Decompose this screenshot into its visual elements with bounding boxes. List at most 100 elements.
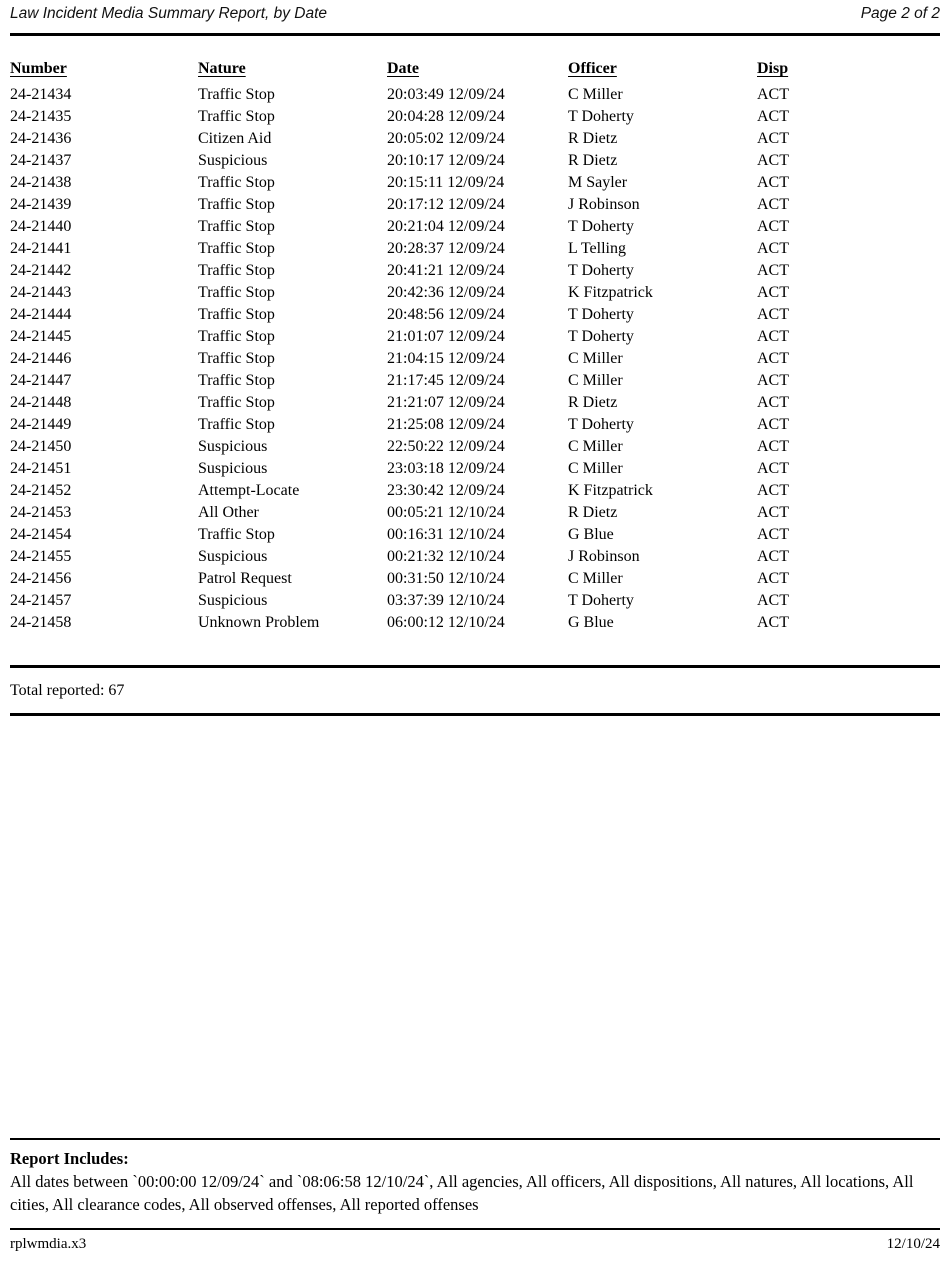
cell-disp: ACT: [757, 86, 789, 103]
cell-disp: ACT: [757, 196, 789, 213]
cell-date: 22:50:22 12/09/24: [387, 438, 505, 455]
table-row: 24-21447 Traffic Stop 21:17:45 12/09/24 C M…: [10, 370, 940, 392]
cell-date: 21:17:45 12/09/24: [387, 372, 505, 389]
summary-bottom-divider: [10, 713, 940, 716]
incident-rows: 24-21434 Traffic Stop 20:03:49 12/09/24 C M…: [10, 84, 940, 634]
cell-number: 24-21445: [10, 328, 72, 345]
cell-officer: T Doherty: [568, 218, 634, 235]
cell-disp: ACT: [757, 438, 789, 455]
cell-officer: J Robinson: [568, 548, 640, 565]
table-row: 24-21448 Traffic Stop 21:21:07 12/09/24 R D…: [10, 392, 940, 414]
cell-date: 20:48:56 12/09/24: [387, 306, 505, 323]
cell-date: 00:31:50 12/10/24: [387, 570, 505, 587]
cell-date: 00:05:21 12/10/24: [387, 504, 505, 521]
cell-date: 03:37:39 12/10/24: [387, 592, 505, 609]
table-row: 24-21456 Patrol Request 00:31:50 12/10/24 C…: [10, 568, 940, 590]
table-row: 24-21446 Traffic Stop 21:04:15 12/09/24 C M…: [10, 348, 940, 370]
cell-officer: T Doherty: [568, 592, 634, 609]
cell-nature: Suspicious: [198, 548, 268, 565]
cell-date: 20:05:02 12/09/24: [387, 130, 505, 147]
cell-disp: ACT: [757, 108, 789, 125]
cell-disp: ACT: [757, 526, 789, 543]
cell-nature: Suspicious: [198, 438, 268, 455]
cell-number: 24-21437: [10, 152, 72, 169]
cell-officer: C Miller: [568, 372, 623, 389]
cell-officer: C Miller: [568, 438, 623, 455]
table-row: 24-21440 Traffic Stop 20:21:04 12/09/24 T D…: [10, 216, 940, 238]
column-header-nature: Nature: [198, 60, 246, 77]
header-divider: [10, 33, 940, 36]
cell-officer: T Doherty: [568, 262, 634, 279]
table-row: 24-21434 Traffic Stop 20:03:49 12/09/24 C M…: [10, 84, 940, 106]
cell-date: 20:03:49 12/09/24: [387, 86, 505, 103]
cell-nature: Traffic Stop: [198, 86, 275, 103]
cell-date: 23:30:42 12/09/24: [387, 482, 505, 499]
cell-officer: M Sayler: [568, 174, 628, 191]
cell-date: 20:15:11 12/09/24: [387, 174, 505, 191]
table-row: 24-21445 Traffic Stop 21:01:07 12/09/24 T D…: [10, 326, 940, 348]
table-row: 24-21443 Traffic Stop 20:42:36 12/09/24 K F…: [10, 282, 940, 304]
total-reported-value: 67: [108, 682, 125, 699]
cell-officer: L Telling: [568, 240, 626, 257]
column-header-number: Number: [10, 60, 67, 77]
cell-number: 24-21434: [10, 86, 72, 103]
table-row: 24-21444 Traffic Stop 20:48:56 12/09/24 T D…: [10, 304, 940, 326]
table-row: 24-21453 All Other 00:05:21 12/10/24 R Diet…: [10, 502, 940, 524]
page-indicator: Page 2 of 2: [860, 5, 940, 22]
table-row: 24-21454 Traffic Stop 00:16:31 12/10/24 G B…: [10, 524, 940, 546]
cell-officer: T Doherty: [568, 416, 634, 433]
cell-number: 24-21443: [10, 284, 72, 301]
cell-disp: ACT: [757, 482, 789, 499]
cell-officer: R Dietz: [568, 394, 618, 411]
cell-nature: All Other: [198, 504, 259, 521]
cell-officer: T Doherty: [568, 328, 634, 345]
cell-nature: Traffic Stop: [198, 394, 275, 411]
cell-number: 24-21449: [10, 416, 72, 433]
cell-date: 23:03:18 12/09/24: [387, 460, 505, 477]
cell-officer: R Dietz: [568, 504, 618, 521]
cell-number: 24-21446: [10, 350, 72, 367]
cell-date: 20:41:21 12/09/24: [387, 262, 505, 279]
cell-officer: C Miller: [568, 86, 623, 103]
table-row: 24-21442 Traffic Stop 20:41:21 12/09/24 T D…: [10, 260, 940, 282]
cell-officer: T Doherty: [568, 108, 634, 125]
cell-number: 24-21435: [10, 108, 72, 125]
cell-number: 24-21442: [10, 262, 72, 279]
cell-date: 20:28:37 12/09/24: [387, 240, 505, 257]
cell-nature: Traffic Stop: [198, 284, 275, 301]
cell-date: 20:21:04 12/09/24: [387, 218, 505, 235]
cell-number: 24-21441: [10, 240, 72, 257]
cell-number: 24-21440: [10, 218, 72, 235]
column-header-date: Date: [387, 60, 419, 77]
cell-disp: ACT: [757, 130, 789, 147]
table-row: 24-21450 Suspicious 22:50:22 12/09/24 C Mil…: [10, 436, 940, 458]
cell-officer: C Miller: [568, 570, 623, 587]
cell-number: 24-21450: [10, 438, 72, 455]
cell-date: 00:16:31 12/10/24: [387, 526, 505, 543]
cell-disp: ACT: [757, 548, 789, 565]
cell-date: 00:21:32 12/10/24: [387, 548, 505, 565]
cell-nature: Traffic Stop: [198, 240, 275, 257]
cell-nature: Traffic Stop: [198, 328, 275, 345]
cell-nature: Traffic Stop: [198, 306, 275, 323]
cell-nature: Citizen Aid: [198, 130, 272, 147]
cell-officer: T Doherty: [568, 306, 634, 323]
table-row: 24-21436 Citizen Aid 20:05:02 12/09/24 R Di…: [10, 128, 940, 150]
cell-date: 21:21:07 12/09/24: [387, 394, 505, 411]
table-bottom-divider: [10, 665, 940, 668]
table-row: 24-21439 Traffic Stop 20:17:12 12/09/24 J R…: [10, 194, 940, 216]
cell-officer: K Fitzpatrick: [568, 482, 653, 499]
total-reported-line: Total reported: 67: [10, 680, 940, 702]
cell-officer: G Blue: [568, 526, 614, 543]
cell-number: 24-21455: [10, 548, 72, 565]
table-row: 24-21435 Traffic Stop 20:04:28 12/09/24 T D…: [10, 106, 940, 128]
document-header: Law Incident Media Summary Report, by Da…: [10, 0, 940, 33]
cell-nature: Attempt-Locate: [198, 482, 300, 499]
table-header: Number Nature Date Officer Disp: [10, 60, 940, 84]
cell-date: 21:25:08 12/09/24: [387, 416, 505, 433]
cell-nature: Traffic Stop: [198, 262, 275, 279]
cell-disp: ACT: [757, 570, 789, 587]
cell-disp: ACT: [757, 350, 789, 367]
footer-report-id: rplwmdia.x3: [10, 1236, 87, 1252]
